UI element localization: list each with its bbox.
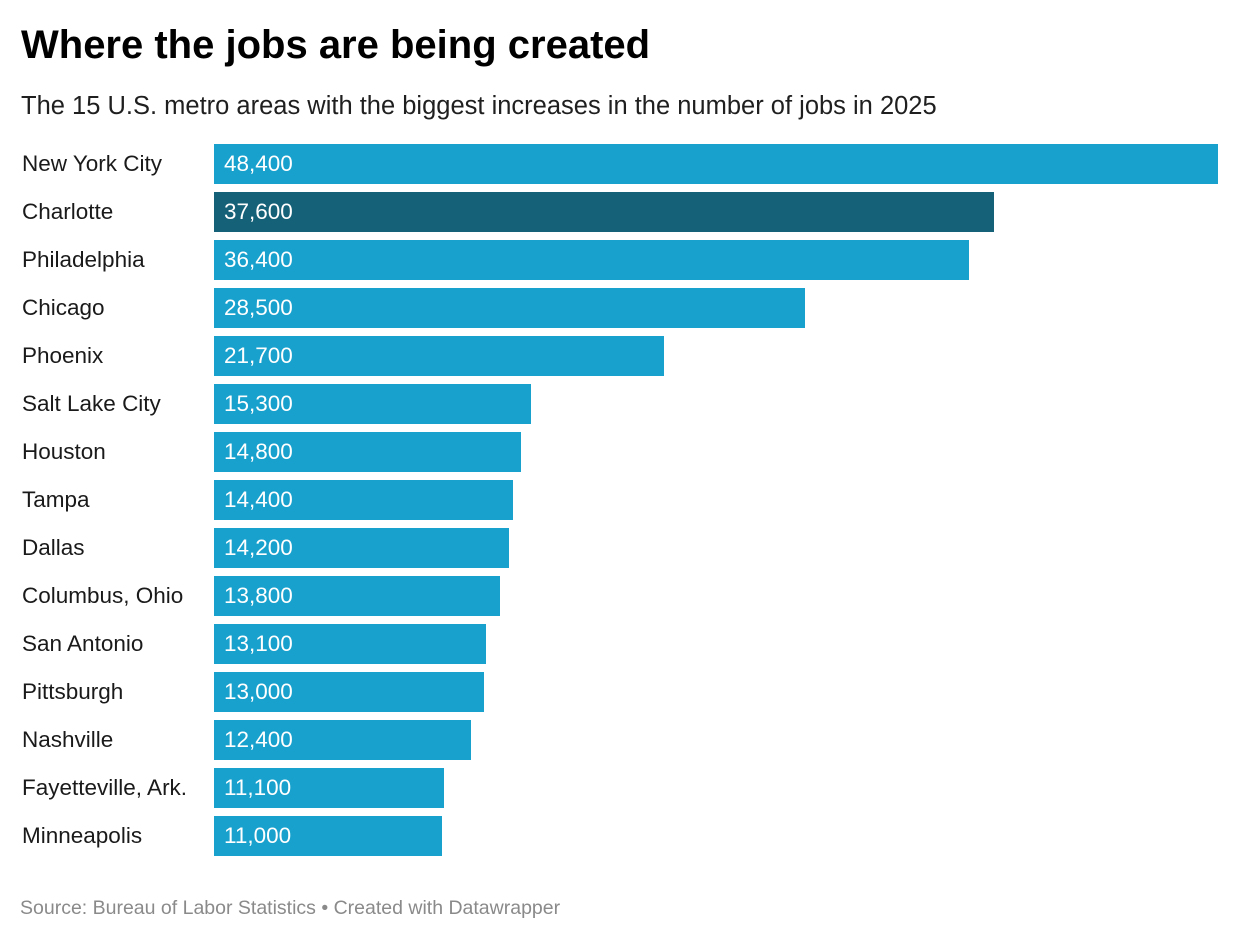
bar-highlighted: 37,600 [214, 192, 994, 232]
bar: 13,100 [214, 624, 486, 664]
bar: 11,100 [214, 768, 444, 808]
category-label: Tampa [22, 487, 90, 512]
bar-value-label: 12,400 [224, 727, 293, 752]
category-label: Phoenix [22, 343, 104, 368]
bar-value-label: 15,300 [224, 391, 293, 416]
bar-value-label: 21,700 [224, 343, 293, 368]
category-label: Charlotte [22, 199, 114, 224]
category-label: Dallas [22, 535, 85, 560]
category-label: New York City [22, 151, 163, 176]
bar: 13,000 [214, 672, 484, 712]
bar-value-label: 13,800 [224, 583, 293, 608]
category-label: Salt Lake City [22, 391, 161, 416]
category-label: San Antonio [22, 631, 144, 656]
bar: 28,500 [214, 288, 805, 328]
bar-value-label: 14,800 [224, 439, 293, 464]
category-label: Houston [22, 439, 106, 464]
bar-value-label: 36,400 [224, 247, 293, 272]
bar: 14,400 [214, 480, 513, 520]
category-label: Minneapolis [22, 823, 143, 848]
category-label: Fayetteville, Ark. [22, 775, 188, 800]
bar: 11,000 [214, 816, 442, 856]
bar: 13,800 [214, 576, 500, 616]
bar-value-label: 11,100 [224, 775, 292, 800]
category-label: Nashville [22, 727, 114, 752]
chart-title: Where the jobs are being created [21, 23, 651, 67]
bar-value-label: 13,100 [224, 631, 293, 656]
bar: 12,400 [214, 720, 471, 760]
source-footer: Source: Bureau of Labor Statistics • Cre… [20, 897, 561, 919]
bar: 14,800 [214, 432, 521, 472]
bar-value-label: 13,000 [224, 679, 293, 704]
category-label: Columbus, Ohio [22, 583, 184, 608]
bar-value-label: 37,600 [224, 199, 293, 224]
chart-subtitle: The 15 U.S. metro areas with the biggest… [21, 92, 937, 120]
bar: 36,400 [214, 240, 969, 280]
bar: 14,200 [214, 528, 509, 568]
bar-value-label: 14,400 [224, 487, 293, 512]
bar-value-label: 14,200 [224, 535, 293, 560]
bar-value-label: 11,000 [224, 823, 292, 848]
category-label: Chicago [22, 295, 105, 320]
bar: 48,400 [214, 144, 1218, 184]
bar-value-label: 48,400 [224, 151, 293, 176]
bar: 15,300 [214, 384, 531, 424]
bar: 21,700 [214, 336, 664, 376]
category-label: Pittsburgh [22, 679, 124, 704]
category-label: Philadelphia [22, 247, 145, 272]
bar-value-label: 28,500 [224, 295, 293, 320]
